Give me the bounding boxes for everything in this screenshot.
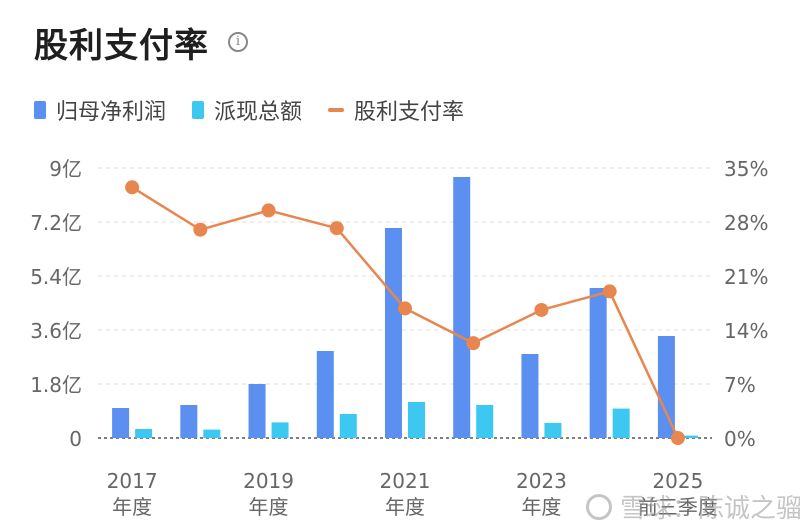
- point-payout-ratio: [602, 284, 617, 299]
- bar-net-profit: [657, 336, 675, 438]
- legend-label-dividend-total: 派现总额: [214, 100, 303, 125]
- y-right-tick-label: 35%: [724, 157, 768, 181]
- bar-net-profit: [316, 351, 334, 438]
- bar-dividend-total: [135, 429, 153, 438]
- y-left-tick-label: 0: [69, 427, 82, 451]
- bar-net-profit: [521, 354, 539, 438]
- point-payout-ratio: [329, 221, 344, 236]
- legend-swatch-dividend-total: [192, 101, 205, 119]
- bar-dividend-total: [476, 405, 494, 438]
- chart-title: 股利支付率: [34, 26, 209, 66]
- point-payout-ratio: [261, 203, 276, 218]
- legend-item-dividend-total[interactable]: 派现总额: [192, 94, 302, 126]
- bar-net-profit: [385, 228, 402, 438]
- watermark: 雪球：陈诚之骝: [586, 488, 800, 525]
- snowball-logo-icon: [586, 493, 612, 520]
- y-right-tick-label: 14%: [724, 319, 768, 343]
- y-right-tick-label: 7%: [724, 373, 756, 397]
- legend-item-net-profit[interactable]: 归母净利润: [34, 94, 166, 126]
- point-payout-ratio: [398, 301, 412, 316]
- bar-dividend-total: [680, 435, 698, 438]
- y-right-tick-label: 28%: [724, 211, 768, 235]
- point-payout-ratio: [534, 302, 549, 317]
- legend-label-payout-ratio: 股利支付率: [354, 100, 465, 125]
- x-tick-label: 2021: [380, 469, 431, 493]
- bar-dividend-total: [408, 402, 425, 438]
- bar-dividend-total: [544, 423, 562, 438]
- point-payout-ratio: [193, 222, 208, 237]
- x-tick-label: 年度: [521, 495, 561, 519]
- x-tick-label: 2017: [107, 469, 158, 493]
- y-left-tick-label: 1.8亿: [30, 373, 82, 397]
- bar-dividend-total: [339, 414, 357, 438]
- legend-swatch-net-profit: [34, 101, 46, 119]
- x-tick-label: 前三季度: [638, 495, 718, 519]
- y-left-tick-label: 5.4亿: [30, 265, 82, 289]
- y-left-tick-label: 9亿: [49, 157, 82, 181]
- y-left-tick-label: 7.2亿: [30, 211, 82, 235]
- bar-net-profit: [112, 408, 130, 438]
- bar-net-profit: [248, 384, 266, 438]
- bar-dividend-total: [203, 429, 221, 438]
- y-right-tick-label: 0%: [724, 427, 756, 451]
- bar-net-profit: [180, 405, 198, 438]
- chart-legend: 归母净利润 派现总额 股利支付率: [34, 94, 490, 126]
- x-tick-label: 年度: [385, 495, 425, 519]
- watermark-text: 雪球：陈诚之骝: [620, 494, 800, 524]
- x-tick-label: 2025: [652, 469, 703, 493]
- bar-net-profit: [453, 177, 471, 438]
- legend-swatch-payout-ratio: [328, 108, 345, 112]
- info-icon[interactable]: i: [228, 32, 248, 52]
- bar-net-profit: [589, 288, 607, 438]
- legend-label-net-profit: 归母净利润: [56, 100, 167, 125]
- x-tick-label: 2023: [516, 469, 567, 493]
- x-tick-label: 年度: [249, 495, 289, 519]
- bar-dividend-total: [271, 422, 289, 438]
- legend-item-payout-ratio[interactable]: 股利支付率: [328, 94, 464, 126]
- point-payout-ratio: [670, 431, 685, 445]
- point-payout-ratio: [466, 336, 481, 351]
- y-right-tick-label: 21%: [724, 265, 768, 289]
- y-left-tick-label: 3.6亿: [30, 319, 82, 343]
- x-tick-label: 2019: [243, 469, 294, 493]
- point-payout-ratio: [125, 180, 140, 195]
- bar-dividend-total: [612, 408, 630, 438]
- x-tick-label: 年度: [112, 495, 152, 519]
